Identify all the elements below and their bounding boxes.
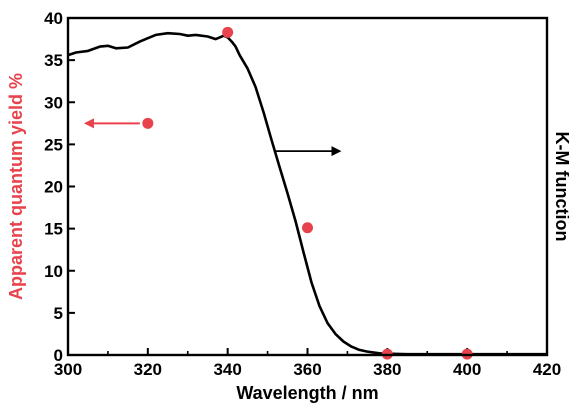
- y-axis-ticks: 0 5 10 15 20 25 30 35 40: [44, 9, 75, 365]
- y-tick-label: 20: [44, 178, 63, 197]
- y2-axis-title: K-M function: [552, 132, 569, 242]
- y-tick-label: 30: [44, 93, 63, 112]
- y-tick-label: 35: [44, 51, 63, 70]
- x-tick-label: 340: [213, 360, 241, 379]
- x-tick-label: 400: [453, 360, 481, 379]
- plot-frame: [66, 16, 549, 357]
- axis-arrows: [83, 118, 342, 157]
- x-tick-label: 300: [54, 360, 82, 379]
- aqy-point: [302, 222, 313, 234]
- y-axis-title: Apparent quantum yield %: [6, 73, 26, 300]
- y-tick-label: 5: [54, 304, 63, 323]
- x-tick-label: 320: [134, 360, 162, 379]
- y-tick-label: 10: [44, 262, 63, 281]
- x-tick-label: 420: [533, 360, 561, 379]
- y-tick-label: 25: [44, 135, 63, 154]
- y-tick-label: 40: [44, 9, 63, 28]
- y-tick-label: 15: [44, 220, 63, 239]
- km-function-line: [67, 31, 547, 356]
- aqy-point: [222, 26, 234, 38]
- x-axis-ticks: 300 320 340 360 380 400 420: [54, 348, 561, 379]
- x-tick-label: 380: [373, 360, 401, 379]
- x-axis-title: Wavelength / nm: [236, 383, 378, 403]
- y-tick-label: 0: [54, 346, 63, 365]
- aqy-point: [142, 117, 154, 129]
- x-tick-label: 360: [293, 360, 321, 379]
- aqy-points: [142, 26, 473, 360]
